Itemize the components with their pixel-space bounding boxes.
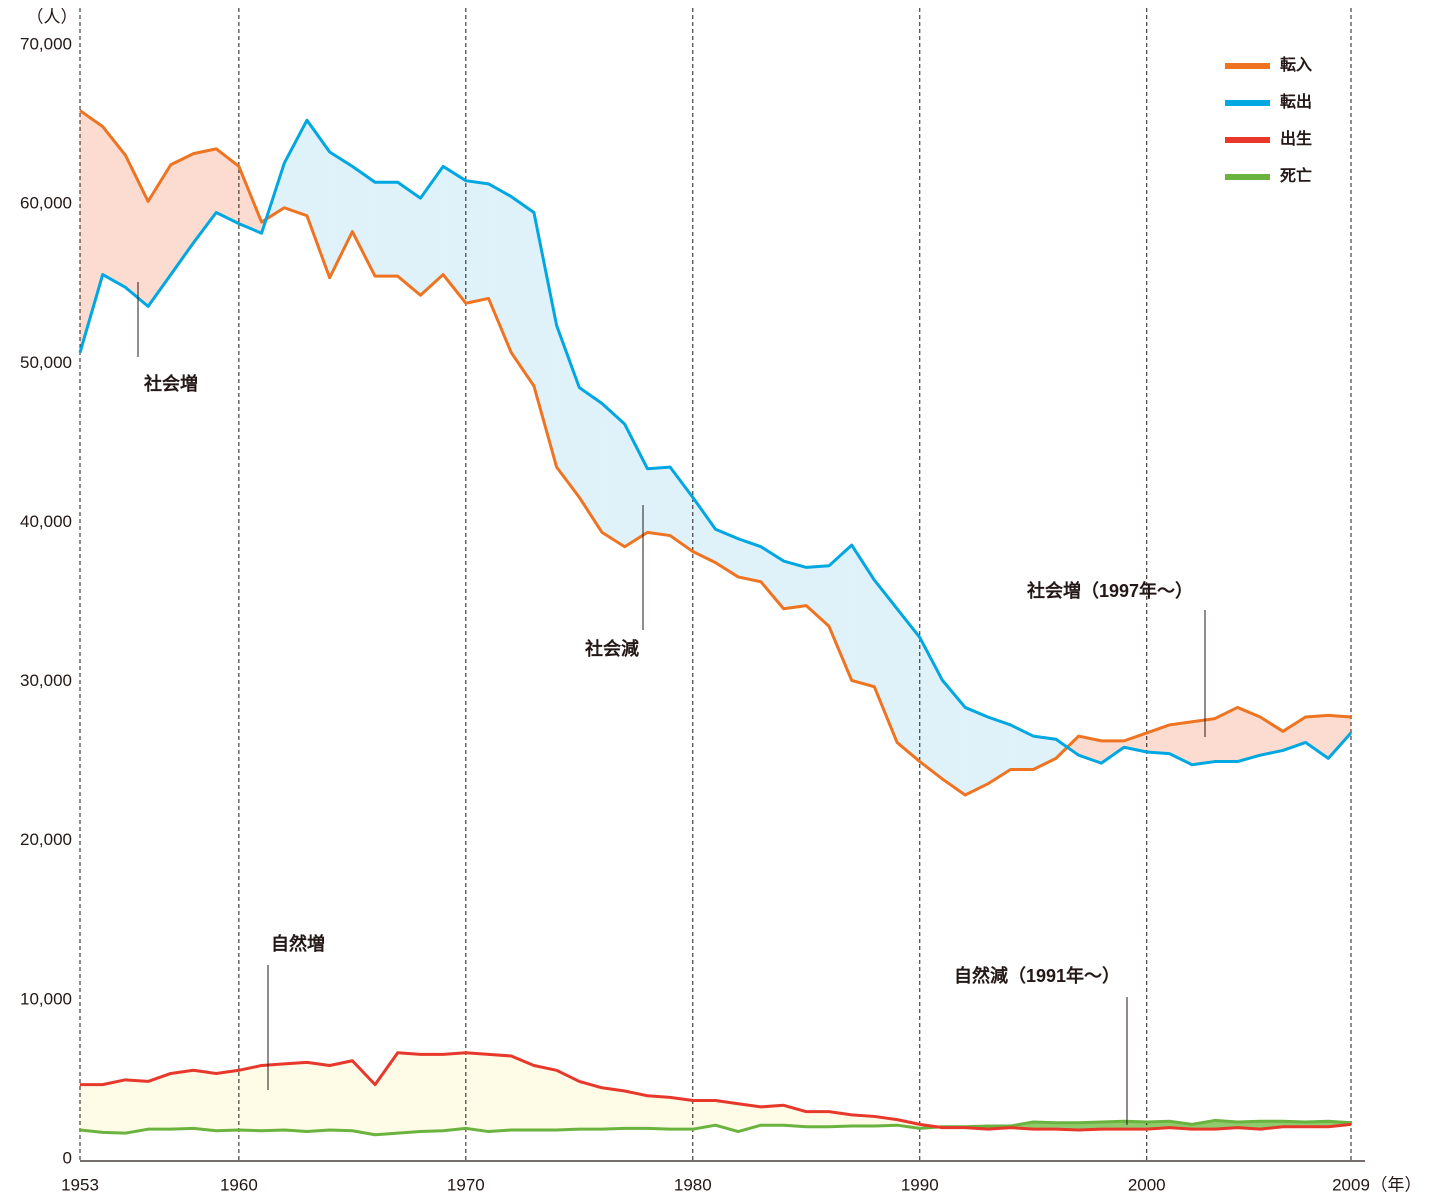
area-fill [465, 180, 489, 304]
area-fill [987, 716, 1011, 785]
area-fill [488, 1054, 512, 1132]
y-tick-label: 20,000 [20, 830, 72, 849]
y-axis-label: （人） [27, 7, 78, 26]
area-fill [669, 1097, 694, 1130]
area-fill [193, 1070, 217, 1132]
series-line [78, 118, 1353, 767]
area-fill [79, 1084, 103, 1133]
annotation: 自然減（1991年～） [954, 965, 1120, 986]
area-fill [647, 1095, 671, 1130]
area-fill [942, 679, 966, 796]
area-fill [420, 1054, 444, 1132]
area-fill [147, 1073, 172, 1130]
area-fill [1191, 718, 1216, 766]
x-tick-label: 2009 [1332, 1175, 1370, 1194]
area-fill [170, 1070, 194, 1130]
x-tick-label: 1980 [674, 1175, 712, 1194]
area-fill [306, 1062, 330, 1132]
annotation: 自然増 [271, 933, 325, 954]
area-fill [329, 151, 353, 278]
area-fill [579, 1081, 603, 1130]
series-line [79, 1118, 1352, 1137]
area-fill [352, 165, 376, 277]
area-fill [442, 1052, 467, 1132]
area-fill [306, 119, 330, 278]
annotation: 社会増（1997年～） [1027, 580, 1193, 601]
area-fill [261, 1063, 285, 1132]
y-tick-label: 0 [63, 1148, 72, 1167]
area-fill [284, 120, 308, 217]
area-fill [102, 1079, 126, 1134]
area-fill [238, 1065, 262, 1132]
area-fill [579, 387, 603, 534]
y-tick-label: 40,000 [20, 512, 72, 531]
area-fill [215, 1070, 240, 1132]
area-fill [851, 544, 875, 688]
x-axis-label: （年） [1371, 1175, 1422, 1194]
area-fill [964, 707, 989, 796]
legend-label: 死亡 [1280, 166, 1312, 185]
x-tick-label: 1953 [61, 1175, 99, 1194]
area-fill [510, 1055, 535, 1131]
area-fill [783, 560, 807, 610]
area-fill [601, 402, 625, 548]
y-tick-label: 70,000 [20, 34, 72, 53]
area-fill [533, 1065, 557, 1131]
area-fill [806, 1111, 830, 1128]
legend-label: 転出 [1280, 92, 1312, 111]
area-fill [284, 1062, 308, 1132]
y-tick-label: 10,000 [20, 989, 72, 1008]
area-fill [601, 1087, 625, 1130]
area-fill [647, 466, 671, 536]
legend-label: 転入 [1280, 55, 1312, 74]
area-fill [374, 182, 398, 277]
area-fill [147, 163, 172, 308]
area-fill [760, 1105, 784, 1126]
annotation: 社会増 [144, 373, 198, 394]
area-fill [760, 546, 784, 610]
y-tick-label: 30,000 [20, 671, 72, 690]
area-fill [215, 148, 240, 225]
annotation: 社会減 [585, 638, 639, 659]
series-line [80, 1051, 1352, 1132]
area-fill [374, 1052, 398, 1136]
series-line [79, 109, 1352, 797]
x-tick-label: 2000 [1128, 1175, 1166, 1194]
area-fill [828, 544, 852, 681]
area-fill [125, 1079, 149, 1134]
area-fill [624, 424, 648, 548]
x-tick-label: 1990 [901, 1175, 939, 1194]
area-fill [442, 165, 467, 304]
area-fill [465, 1052, 489, 1132]
fills [79, 110, 1352, 1136]
legend-label: 出生 [1280, 129, 1312, 148]
area-fill [397, 1052, 421, 1134]
area-fill [624, 1090, 648, 1129]
x-tick-label: 1970 [447, 1175, 485, 1194]
x-tick-label: 1960 [220, 1175, 258, 1194]
y-tick-label: 60,000 [20, 194, 72, 213]
area-fill [329, 1060, 353, 1132]
y-tick-label: 50,000 [20, 353, 72, 372]
